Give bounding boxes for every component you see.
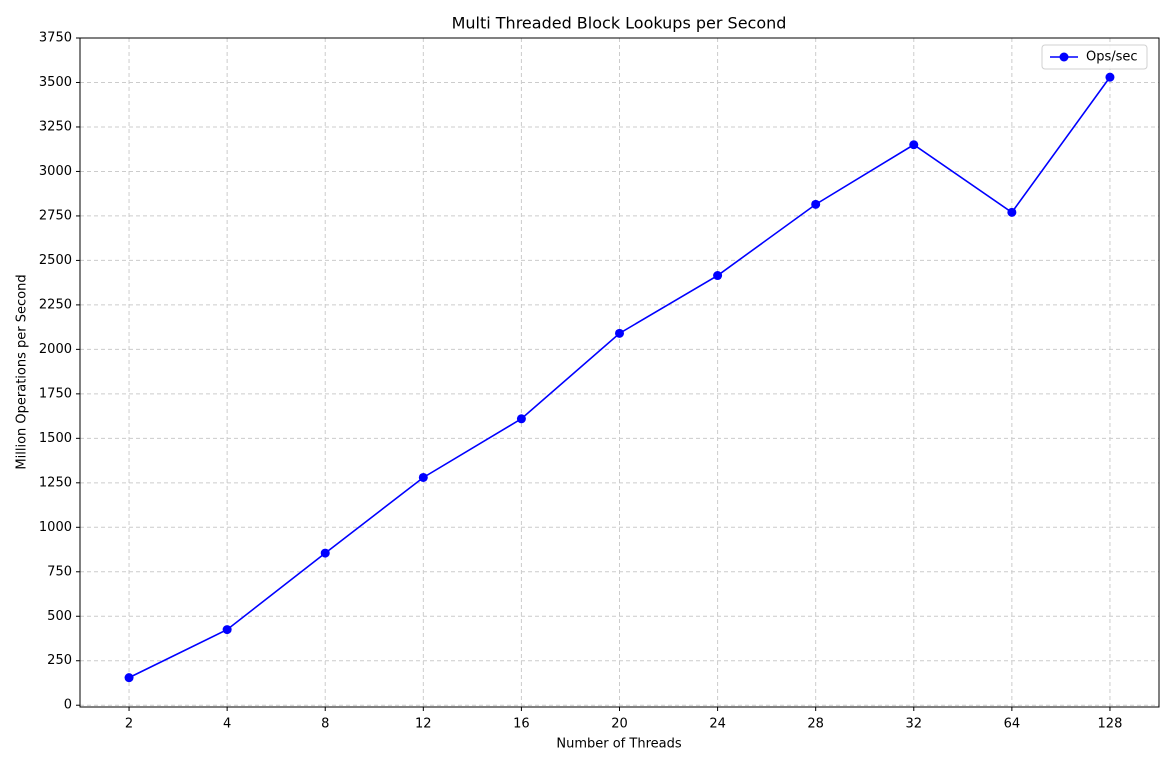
x-tick-label: 64 (1004, 717, 1021, 732)
data-point (222, 625, 232, 635)
x-tick-label: 8 (321, 717, 329, 732)
data-point (124, 673, 134, 683)
y-tick-label: 3000 (39, 164, 72, 179)
y-tick-label: 3750 (39, 31, 72, 46)
x-tick-label: 20 (611, 717, 628, 732)
y-tick-label: 750 (47, 564, 72, 579)
y-tick-label: 1000 (39, 520, 72, 535)
legend-box (1041, 44, 1148, 70)
data-point (516, 414, 526, 424)
data-point (1007, 207, 1017, 217)
legend-label: Ops/sec (1086, 50, 1138, 65)
y-tick-label: 2500 (39, 253, 72, 268)
x-tick-label: 32 (905, 717, 922, 732)
y-tick-label: 1250 (39, 475, 72, 490)
y-tick-label: 3250 (39, 119, 72, 134)
x-axis-label: Number of Threads (556, 737, 681, 752)
y-tick-label: 1500 (39, 431, 72, 446)
y-tick-label: 2750 (39, 208, 72, 223)
y-tick-label: 2000 (39, 342, 72, 357)
x-tick-label: 128 (1098, 717, 1123, 732)
data-point (811, 199, 821, 209)
y-tick-label: 500 (47, 609, 72, 624)
y-tick-label: 2250 (39, 297, 72, 312)
x-tick-label: 16 (513, 717, 530, 732)
y-tick-label: 0 (64, 698, 72, 713)
data-point (615, 328, 624, 338)
y-axis-label: Million Operations per Second (15, 274, 30, 469)
x-tick-label: 2 (125, 717, 133, 732)
y-tick-label: 250 (47, 653, 72, 668)
chart-title: Multi Threaded Block Lookups per Second (452, 14, 787, 33)
legend-marker (1059, 52, 1069, 62)
data-point (418, 472, 428, 482)
plot-frame (79, 37, 1160, 708)
data-point (320, 548, 330, 558)
x-tick-label: 28 (807, 717, 824, 732)
x-tick-label: 24 (709, 717, 726, 732)
y-tick-label: 1750 (39, 386, 72, 401)
data-point (713, 271, 723, 281)
x-tick-label: 12 (415, 717, 432, 732)
y-tick-label: 3500 (39, 75, 72, 90)
data-point (1105, 72, 1115, 82)
data-point (909, 140, 919, 150)
x-tick-label: 4 (223, 717, 231, 732)
